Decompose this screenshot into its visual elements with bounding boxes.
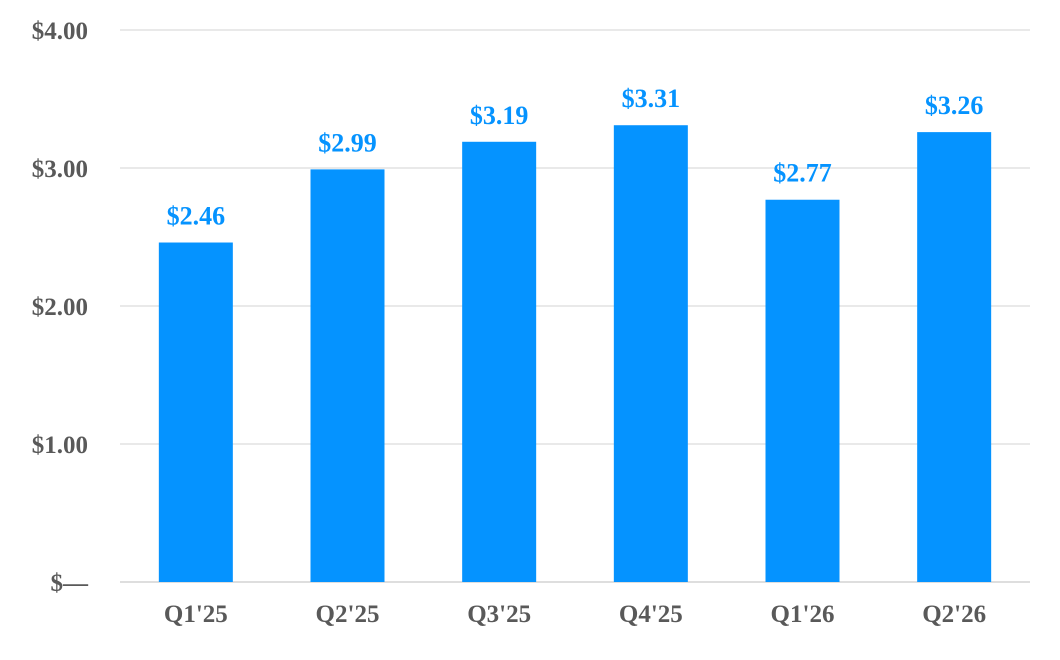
x-tick-label: Q1'25 xyxy=(164,601,228,628)
data-label: $3.19 xyxy=(470,101,529,130)
x-tick-label: Q2'25 xyxy=(316,601,380,628)
bars xyxy=(158,125,992,583)
bar xyxy=(462,141,537,582)
bar xyxy=(917,132,992,582)
y-tick-label: $2.00 xyxy=(32,294,88,321)
bar xyxy=(310,169,385,582)
x-axis: Q1'25 Q2'25 Q3'25 Q4'25 Q1'26 Q2'26 xyxy=(164,601,986,628)
y-tick-label: $4.00 xyxy=(32,18,88,45)
x-tick-label: Q4'25 xyxy=(619,601,683,628)
data-label: $3.31 xyxy=(622,84,681,113)
x-tick-label: Q1'26 xyxy=(771,601,835,628)
bar xyxy=(158,242,233,582)
x-tick-label: Q2'26 xyxy=(922,601,986,628)
data-label: $3.26 xyxy=(925,91,984,120)
bar xyxy=(613,125,688,582)
y-tick-label: $— xyxy=(51,570,90,597)
data-label: $2.46 xyxy=(167,202,226,231)
y-tick-label: $3.00 xyxy=(32,156,88,183)
bar xyxy=(765,199,840,583)
y-axis: $— $1.00 $2.00 $3.00 $4.00 xyxy=(32,18,89,597)
data-labels: $2.46 $2.99 $3.19 $3.31 $2.77 $3.26 xyxy=(167,84,984,230)
x-tick-label: Q3'25 xyxy=(467,601,531,628)
data-label: $2.77 xyxy=(773,159,832,188)
data-label: $2.99 xyxy=(318,128,377,157)
gridlines xyxy=(120,29,1030,583)
y-tick-label: $1.00 xyxy=(32,432,88,459)
